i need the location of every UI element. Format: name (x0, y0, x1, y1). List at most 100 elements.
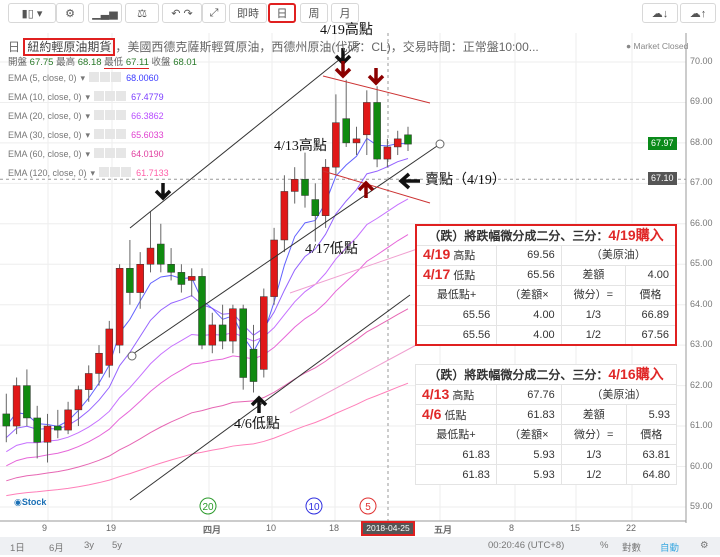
cell: 67.56 (625, 324, 677, 346)
candle-body (239, 308, 247, 378)
close-value: 68.01 (173, 57, 197, 68)
undo-redo-button[interactable]: ↶ ↷ (162, 3, 202, 23)
candle-body (157, 243, 165, 265)
ema-line (6, 198, 409, 453)
candle-body (311, 199, 320, 216)
tab-month[interactable]: 月 (331, 3, 359, 23)
row-label: 高點 (452, 389, 475, 402)
candle-body (105, 328, 114, 366)
scale-icon: ⚖ (137, 7, 147, 20)
range-3y[interactable]: 3y (84, 540, 95, 551)
ema-controls[interactable] (94, 91, 127, 104)
annotation-sell: 賣點（4/19） (425, 173, 506, 188)
candle-body (2, 413, 11, 427)
price-tick: 59.00 (690, 500, 713, 511)
log-toggle[interactable]: 對數 (622, 543, 642, 554)
auto-toggle[interactable]: 自動 (660, 543, 680, 554)
chevron-down-icon[interactable]: ▾ (85, 130, 91, 140)
candle-body (167, 264, 175, 273)
ema-controls[interactable] (89, 72, 122, 85)
compare-button[interactable]: ⚖ (125, 3, 159, 23)
last-price-badge: 67.97 (648, 137, 677, 151)
candle-body (229, 308, 237, 342)
candle-body (126, 268, 134, 293)
candle-body (218, 324, 227, 342)
diff-label: 差額 (560, 404, 627, 425)
low-label: 最低 (104, 57, 124, 68)
market-status: ● Market Closed (626, 41, 689, 51)
range-6m[interactable]: 6月 (49, 543, 64, 554)
price-tick: 66.00 (690, 217, 713, 228)
percent-toggle[interactable]: % (600, 540, 609, 551)
date-label: 4/6 (422, 405, 442, 422)
ema-value: 68.0060 (126, 73, 159, 83)
candle-body (136, 264, 144, 293)
price-chart[interactable]: 20 10 5 (0, 33, 720, 523)
table-row: 65.56 4.00 1/3 66.89 (415, 304, 677, 326)
ema-line (6, 234, 409, 467)
market-status-text: Market Closed (633, 41, 689, 51)
up-arrow-icon (250, 395, 268, 413)
tab-intraday[interactable]: 即時 (229, 3, 267, 23)
range-1d[interactable]: 1日 (10, 543, 25, 554)
cloud-upload-icon: ☁↑ (689, 7, 707, 20)
candle-body (260, 296, 268, 370)
chevron-down-icon[interactable]: ▾ (85, 149, 91, 159)
upper-trendline (129, 42, 361, 229)
cell: 1/2 (560, 464, 627, 485)
ema-value: 67.4779 (131, 92, 164, 102)
candle-body (54, 425, 62, 431)
ema-controls[interactable] (94, 110, 127, 123)
gear-icon: ⚙ (65, 7, 75, 20)
date-label: 4/17 (423, 266, 451, 282)
price-tick: 61.00 (690, 420, 713, 431)
col-header: 微分）= (560, 424, 627, 445)
ema-controls[interactable] (99, 167, 132, 180)
candle-body (208, 324, 217, 346)
high-value: 67.76 (495, 384, 562, 405)
ema-label: EMA (5, close, 0) (8, 73, 77, 83)
upload-button[interactable]: ☁↑ (680, 3, 716, 23)
tab-week[interactable]: 周 (300, 3, 328, 23)
ema-controls[interactable] (94, 129, 127, 142)
chart-type-button[interactable]: ▮▯ ▾ (8, 3, 56, 23)
cell: 64.80 (625, 464, 678, 485)
date-tick: 19 (106, 523, 117, 533)
trendline-handle (435, 139, 445, 149)
chevron-down-icon[interactable]: ▾ (85, 111, 91, 121)
low-value: 61.83 (495, 404, 562, 425)
price-tick: 67.00 (690, 177, 713, 188)
price-tick: 65.00 (690, 258, 713, 269)
crosshair-price-badge: 67.10 (648, 172, 677, 186)
ema-line (6, 382, 409, 497)
candle-body (84, 373, 93, 390)
price-tick: 69.00 (690, 96, 713, 107)
open-label: 開盤 (8, 57, 28, 68)
date-tick: 18 (329, 523, 340, 533)
ema-controls[interactable] (94, 148, 127, 161)
fullscreen-button[interactable]: ⤢ (202, 3, 226, 23)
ema-period-label: 20 (202, 502, 214, 513)
range-5y[interactable]: 5y (112, 540, 123, 551)
chevron-down-icon[interactable]: ▾ (90, 168, 96, 178)
date-tick: 8 (509, 523, 515, 533)
candle-body (270, 239, 278, 297)
instrument-name: 紐約輕原油期貨 (23, 38, 116, 56)
open-value: 67.75 (29, 57, 54, 68)
tab-day[interactable]: 日 (268, 3, 296, 23)
candle-body (198, 276, 206, 346)
date-label: 4/13 (422, 385, 450, 402)
chevron-down-icon[interactable]: ▾ (85, 92, 91, 102)
download-button[interactable]: ☁↓ (642, 3, 678, 23)
chevron-down-icon[interactable]: ▾ (80, 73, 86, 83)
gear-icon[interactable]: ⚙ (700, 540, 709, 551)
indicator-icon: ▁▃▅ (92, 7, 118, 20)
cell: 65.56 (415, 324, 498, 346)
settings-button[interactable]: ⚙ (56, 3, 84, 23)
ema-legend-row: EMA (10, close, 0) ▾ 67.4779 (8, 91, 164, 104)
candle-body (332, 122, 340, 168)
indicators-button[interactable]: ▁▃▅ (88, 3, 122, 23)
annotation-low-46: 4/6低點 (234, 417, 280, 432)
annotation-high-413: 4/13高點 (274, 139, 327, 154)
cell: 61.83 (415, 444, 497, 465)
